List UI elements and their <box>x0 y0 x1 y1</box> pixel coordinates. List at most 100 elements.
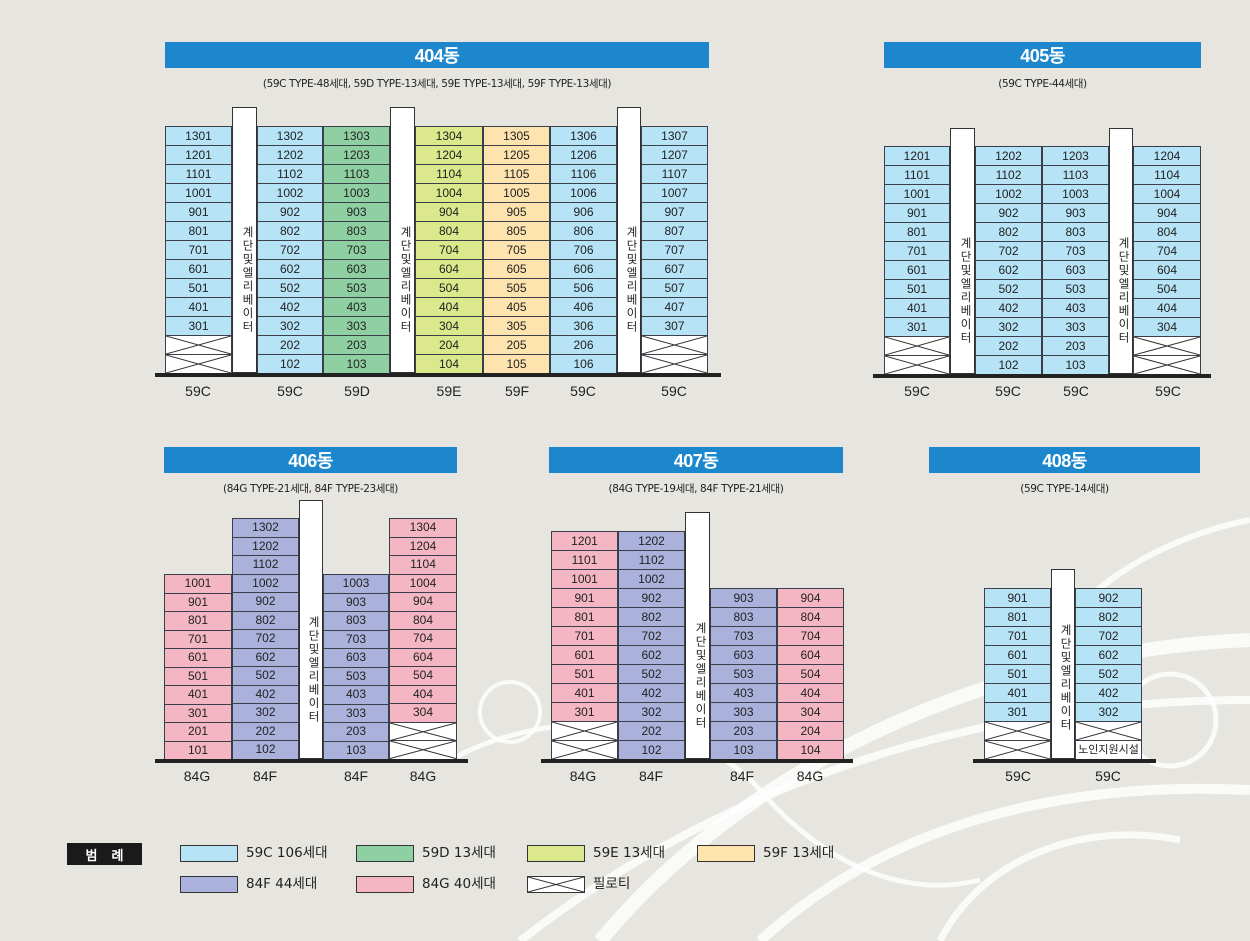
unit-cell: 307 <box>641 316 708 336</box>
building-title: 404동 <box>165 42 709 68</box>
piloti-cell <box>984 740 1051 760</box>
legend-label: 59C 106세대 <box>246 845 328 861</box>
unit-cell: 1203 <box>323 145 390 165</box>
unit-cell: 202 <box>618 721 685 741</box>
unit-cell: 904 <box>415 202 483 222</box>
unit-cell: 1303 <box>323 126 390 146</box>
ground-line <box>873 374 1211 378</box>
unit-cell: 701 <box>984 626 1051 646</box>
unit-cell: 202 <box>257 335 323 355</box>
piloti-cross-icon <box>1134 356 1200 374</box>
unit-cell: 1202 <box>257 145 323 165</box>
unit-cell: 1202 <box>232 536 299 557</box>
piloti-cell <box>1075 721 1142 741</box>
unit-cell: 607 <box>641 259 708 279</box>
piloti-cross-icon <box>552 741 617 759</box>
ground-line <box>155 759 468 763</box>
unit-cell: 301 <box>164 703 232 723</box>
unit-column: 1001 901 801 701 601 501 401 301 201 101 <box>164 574 232 760</box>
unit-cell: 1007 <box>641 183 708 203</box>
unit-cell: 203 <box>323 335 390 355</box>
stair-elevator-core: 계단및엘리베이터 <box>390 107 415 373</box>
unit-cell: 804 <box>415 221 483 241</box>
type-label: 59C <box>1095 768 1121 784</box>
unit-cell: 304 <box>389 703 457 723</box>
unit-cell: 603 <box>710 645 777 665</box>
unit-cell: 1301 <box>165 126 232 146</box>
unit-column: 1303 1203 1103 1003 903 803 703 603 503 403 303 203… <box>323 126 390 374</box>
unit-cell: 103 <box>1042 355 1109 375</box>
unit-cell: 301 <box>551 702 618 722</box>
unit-cell: 303 <box>710 702 777 722</box>
building-subtitle: (84G TYPE-19세대, 84F TYPE-21세대) <box>608 483 784 495</box>
legend-label: 59E 13세대 <box>593 845 666 861</box>
unit-cell: 804 <box>1133 222 1201 242</box>
piloti-cross-icon <box>885 337 949 355</box>
piloti-cell <box>1133 336 1201 356</box>
unit-cell: 102 <box>257 354 323 374</box>
unit-cell: 603 <box>323 648 389 668</box>
unit-cell: 602 <box>1075 645 1142 665</box>
unit-cell: 1002 <box>257 183 323 203</box>
type-label: 59C <box>1155 383 1181 399</box>
unit-cell: 702 <box>232 629 299 649</box>
piloti-cell <box>165 335 232 355</box>
unit-cell: 907 <box>641 202 708 222</box>
unit-cell: 502 <box>232 666 299 686</box>
unit-cell: 602 <box>975 260 1042 280</box>
building-title: 407동 <box>549 447 843 473</box>
type-label: 84G <box>183 768 211 784</box>
type-label: 59C <box>277 383 303 399</box>
unit-cell: 902 <box>975 203 1042 223</box>
unit-cell: 1304 <box>415 126 483 146</box>
unit-cell: 804 <box>389 610 457 631</box>
unit-cell: 1207 <box>641 145 708 165</box>
unit-cell: 902 <box>257 202 323 222</box>
unit-cell: 801 <box>984 607 1051 627</box>
unit-cell: 1003 <box>323 183 390 203</box>
unit-cell: 404 <box>777 683 844 703</box>
unit-cell: 1201 <box>884 146 950 166</box>
unit-cell: 601 <box>165 259 232 279</box>
unit-cell: 702 <box>618 626 685 646</box>
unit-cell: 502 <box>257 278 323 298</box>
piloti-cross-icon <box>528 877 584 892</box>
legend-label: 84F 44세대 <box>246 876 318 892</box>
unit-cell: 1103 <box>323 164 390 184</box>
unit-cell: 507 <box>641 278 708 298</box>
unit-cell: 201 <box>164 722 232 742</box>
unit-cell: 302 <box>1075 702 1142 722</box>
facility-cell: 노인지원시설 <box>1075 740 1142 760</box>
unit-cell: 501 <box>164 666 232 686</box>
legend-label: 84G 40세대 <box>422 876 496 892</box>
unit-cell: 504 <box>777 664 844 684</box>
unit-cell: 501 <box>884 279 950 299</box>
type-label: 84F <box>729 768 755 784</box>
building-subtitle: (59C TYPE-48세대, 59D TYPE-13세대, 59E TYPE-… <box>262 78 612 90</box>
piloti-cross-icon <box>642 336 707 354</box>
unit-cell: 703 <box>323 629 389 649</box>
unit-cell: 404 <box>415 297 483 317</box>
unit-cell: 1006 <box>550 183 617 203</box>
unit-column: 1203 1103 1003 903 803 703 603 503 403 303 203 103 <box>1042 146 1109 375</box>
piloti-cell <box>641 354 708 374</box>
unit-cell: 701 <box>551 626 618 646</box>
unit-cell: 1005 <box>483 183 550 203</box>
unit-column: 901 801 701 601 501 401 301 <box>984 588 1051 760</box>
piloti-cross-icon <box>166 355 231 373</box>
unit-cell: 801 <box>164 611 232 631</box>
unit-cell: 1101 <box>165 164 232 184</box>
unit-cell: 401 <box>164 685 232 705</box>
unit-column: 902 802 702 602 502 402 302 노인지원시설 <box>1075 588 1142 760</box>
unit-cell: 904 <box>389 592 457 612</box>
unit-cell: 801 <box>884 222 950 242</box>
stair-elevator-core: 계단및엘리베이터 <box>299 500 323 759</box>
unit-cell: 103 <box>710 740 777 760</box>
unit-cell: 1305 <box>483 126 550 146</box>
type-label: 84F <box>343 768 369 784</box>
unit-cell: 1104 <box>415 164 483 184</box>
unit-cell: 902 <box>618 588 685 608</box>
unit-cell: 101 <box>164 740 232 760</box>
unit-cell: 606 <box>550 259 617 279</box>
legend-swatch <box>180 845 238 862</box>
